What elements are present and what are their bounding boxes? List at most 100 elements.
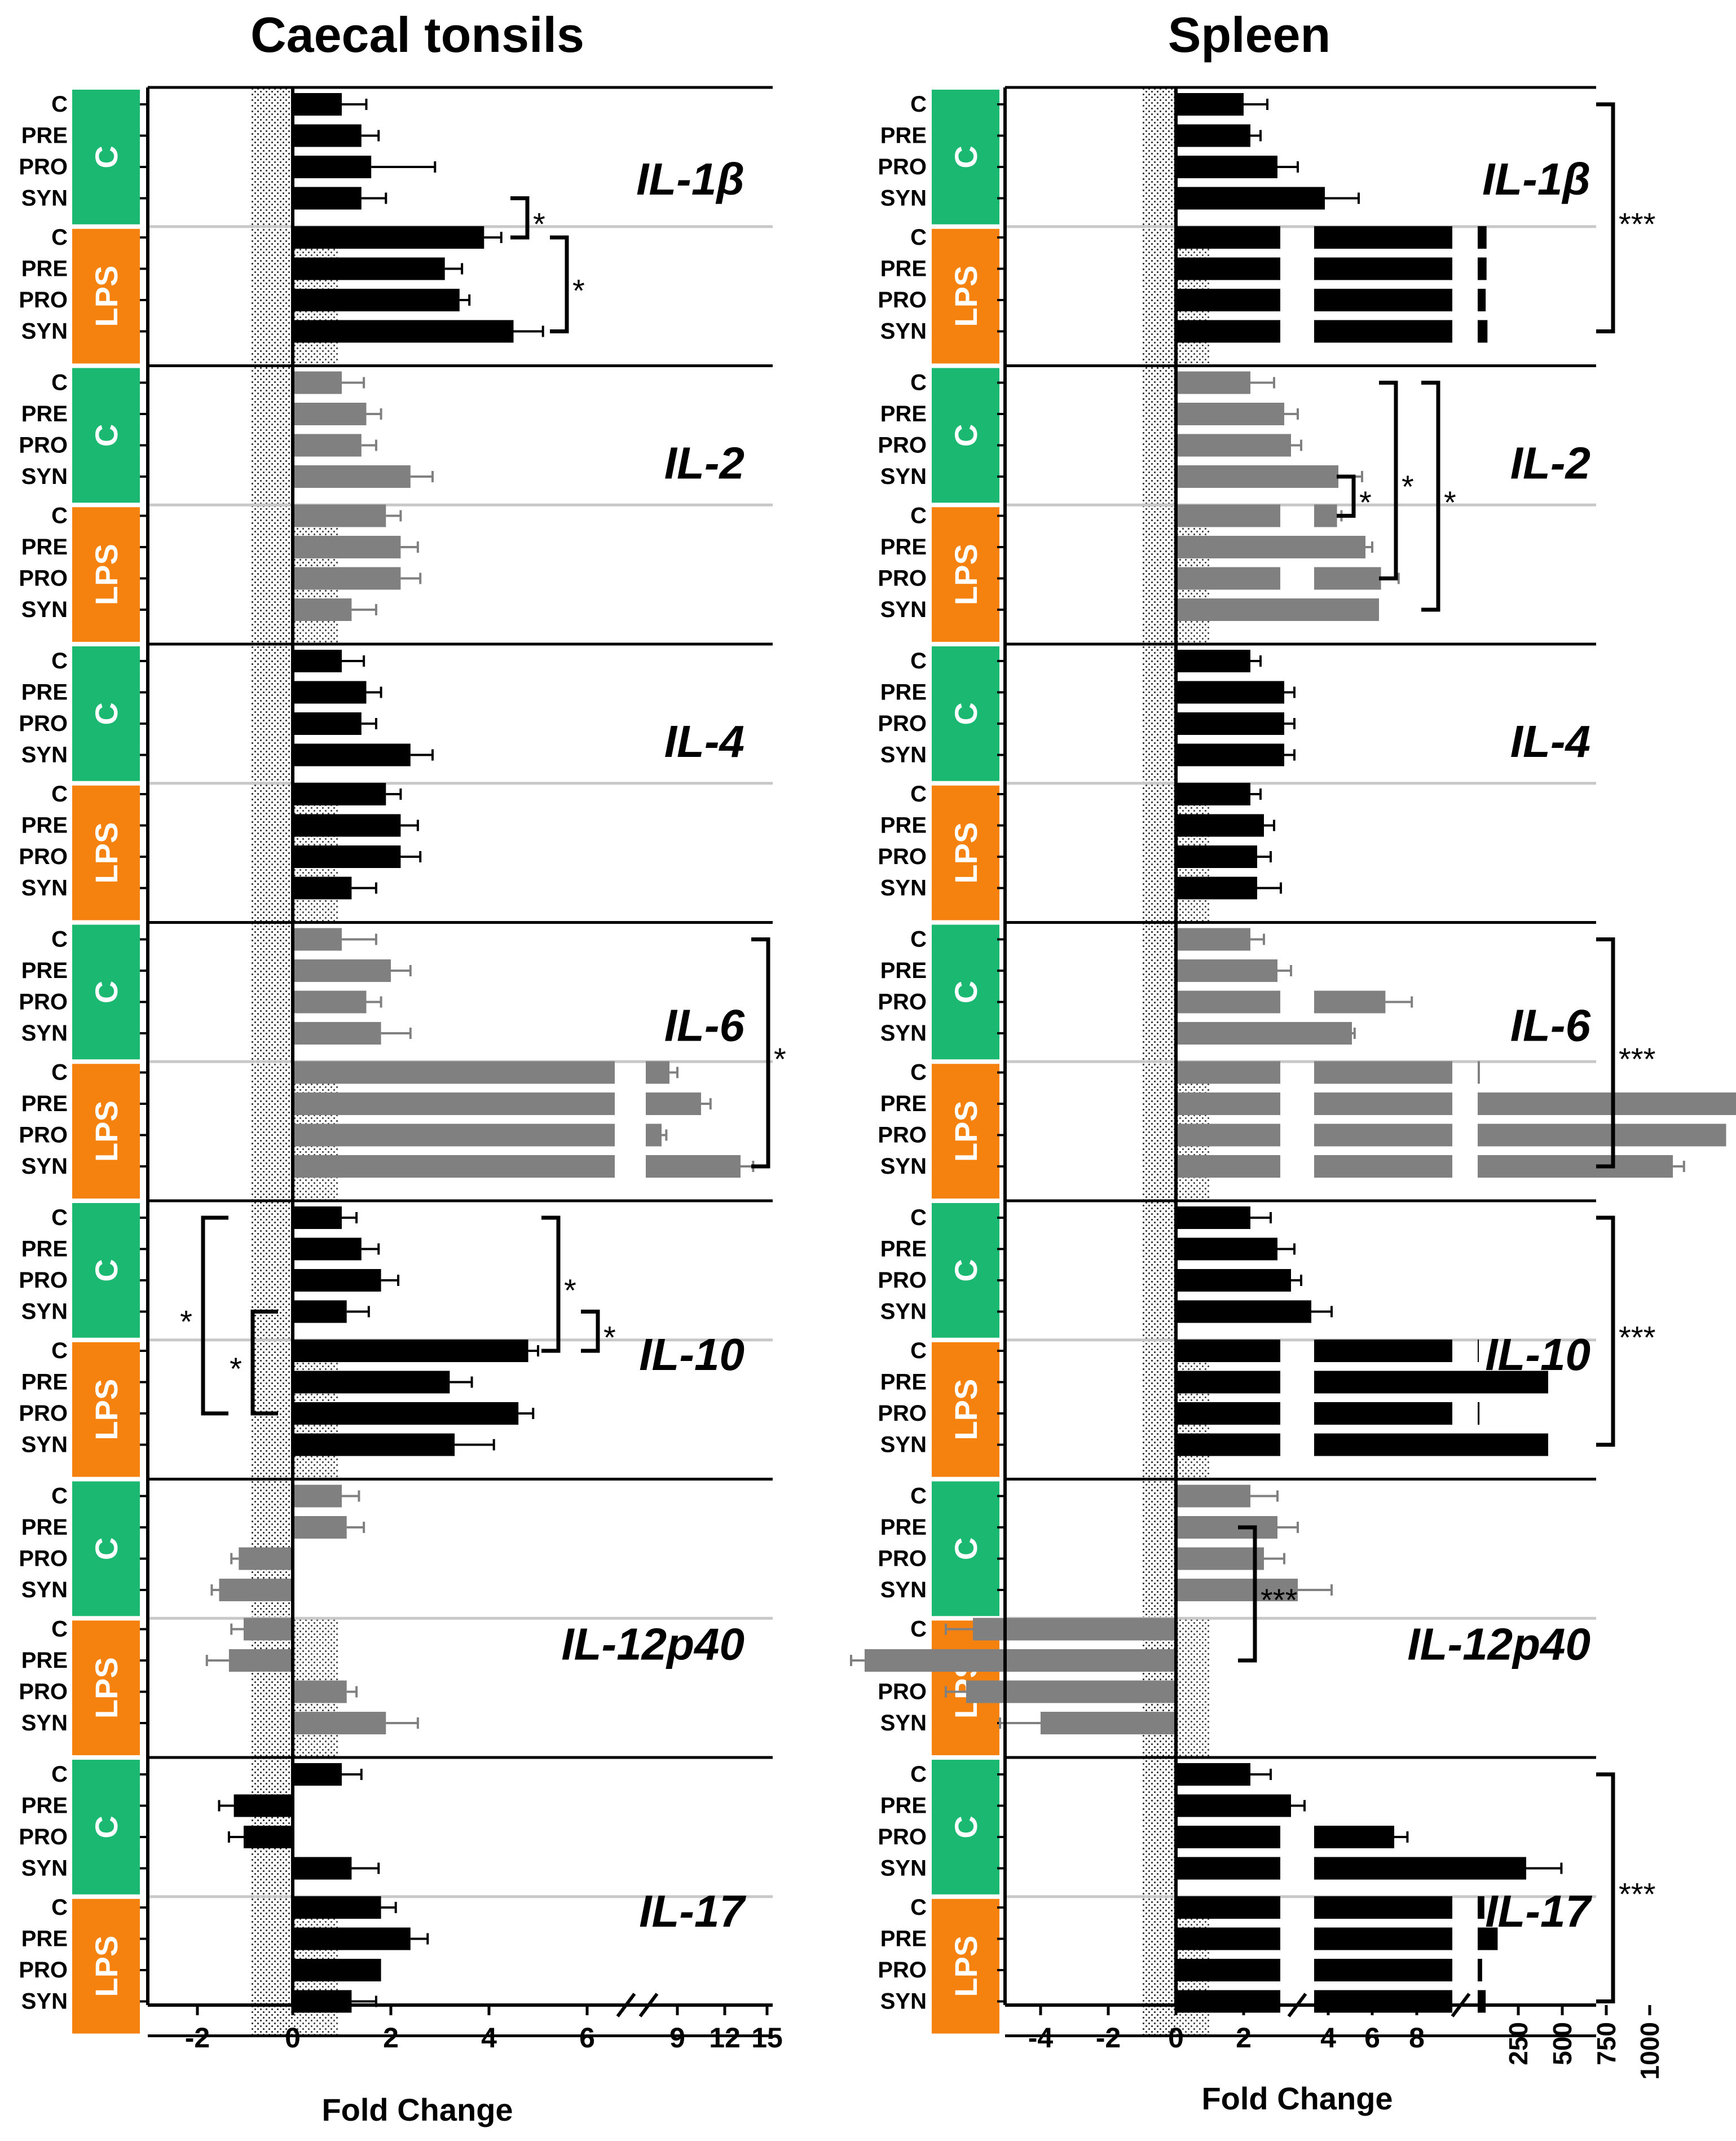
bar <box>293 959 391 982</box>
bar <box>1176 814 1264 837</box>
category-label: PRO <box>878 711 927 736</box>
gene-label: IL-6 <box>664 1001 745 1051</box>
bar <box>1176 1206 1250 1229</box>
bar <box>219 1579 293 1601</box>
group-label-control: C <box>948 702 984 725</box>
gene-label: IL-12p40 <box>561 1619 744 1669</box>
category-label: C <box>910 1484 927 1509</box>
panel-title: Caecal tonsils <box>250 7 584 63</box>
axis-break-mark <box>1287 1993 1471 2017</box>
bar <box>865 1649 1176 1672</box>
category-label: PRE <box>21 1648 68 1673</box>
category-label: PRE <box>21 1237 68 1262</box>
gene-label: IL-10 <box>639 1329 744 1380</box>
category-label: PRE <box>21 402 68 426</box>
category-label: SYN <box>21 1021 68 1046</box>
significance-label: * <box>1359 484 1372 520</box>
group-box-control <box>72 1760 140 1895</box>
category-label: C <box>51 1205 68 1230</box>
bar <box>293 1959 381 1981</box>
significance-bracket <box>201 1215 228 1416</box>
category-label: PRO <box>19 1547 68 1571</box>
bar <box>1314 1092 1452 1115</box>
group-label-lps: LPS <box>89 544 124 605</box>
category-label: SYN <box>21 186 68 211</box>
bar <box>293 650 342 672</box>
x-tick-label: 15 <box>751 2022 783 2054</box>
group-box-control <box>72 90 140 224</box>
significance-bracket <box>250 1310 278 1416</box>
group-box-control <box>72 368 140 503</box>
bar <box>1314 1402 1452 1425</box>
category-label: PRE <box>21 813 68 838</box>
bar <box>1176 681 1284 704</box>
panel-spleen: SpleenCLPSCPREPROSYNCPREPROSYNIL-1β***CL… <box>850 7 1736 2037</box>
bar <box>293 928 342 951</box>
category-label: PRO <box>19 155 68 179</box>
bar <box>1478 1340 1479 1362</box>
bar <box>1314 1959 1452 1981</box>
bar <box>1176 1896 1280 1919</box>
group-label-lps: LPS <box>948 266 984 327</box>
bar <box>1478 1061 1480 1084</box>
group-label-control: C <box>89 146 124 168</box>
x-tick-label: 2 <box>383 2022 399 2054</box>
bar <box>293 814 401 837</box>
category-label: PRE <box>880 1237 927 1262</box>
category-label: PRE <box>880 813 927 838</box>
group-box-control <box>72 1481 140 1616</box>
bar <box>1314 1340 1452 1362</box>
gene-block-il17: C LPS C PRE PRO SYN C PRE PRO SYN IL-17 <box>19 1756 773 2035</box>
bar <box>1176 289 1280 311</box>
bar <box>1478 320 1488 343</box>
bar <box>1176 156 1277 178</box>
x-tick-label: 6 <box>1364 2022 1380 2054</box>
bar <box>293 536 401 558</box>
significance-bracket <box>1596 102 1615 333</box>
bar <box>1314 257 1452 280</box>
bar <box>1176 187 1325 210</box>
significance-bracket <box>541 1215 561 1353</box>
category-label: PRE <box>880 958 927 983</box>
bar <box>1176 1794 1291 1817</box>
bar <box>1314 1061 1452 1084</box>
category-label: C <box>910 1762 927 1787</box>
category-label: PRO <box>878 1547 927 1571</box>
category-label: PRE <box>880 257 927 281</box>
category-label: PRE <box>880 1515 927 1540</box>
significance-bracket <box>751 937 770 1169</box>
gene-block-il6: C LPS C PRE PRO SYN C PRE PRO SYN IL-6 * <box>19 921 786 1200</box>
category-label: C <box>910 1205 927 1230</box>
category-label: SYN <box>880 1021 927 1046</box>
bar <box>1176 1826 1280 1848</box>
bar <box>293 1237 362 1261</box>
bar <box>293 990 367 1014</box>
bar <box>1176 1124 1280 1147</box>
category-label: PRO <box>878 1123 927 1148</box>
category-label: SYN <box>21 464 68 489</box>
group-label-control: C <box>89 702 124 725</box>
significance-bracket <box>1379 381 1398 580</box>
bar <box>1176 1371 1280 1394</box>
bar <box>293 1402 519 1425</box>
category-label: C <box>910 371 927 395</box>
x-tick-label: -2 <box>1096 2022 1121 2054</box>
bar <box>1176 1990 1280 2013</box>
bar <box>293 434 362 457</box>
category-label: SYN <box>880 1154 927 1179</box>
bar <box>244 1618 293 1641</box>
bar <box>1314 320 1452 343</box>
group-label-lps: LPS <box>948 822 984 884</box>
bar <box>1176 1092 1280 1115</box>
group-label-control: C <box>948 146 984 168</box>
bar <box>1176 1927 1280 1950</box>
bar <box>293 371 342 394</box>
bar <box>1314 1371 1548 1394</box>
x-tick-label: 8 <box>1409 2022 1425 2054</box>
gene-label: IL-1β <box>1482 154 1590 204</box>
bar <box>1478 1124 1726 1147</box>
bar <box>1176 1300 1311 1323</box>
bar <box>1176 371 1250 394</box>
